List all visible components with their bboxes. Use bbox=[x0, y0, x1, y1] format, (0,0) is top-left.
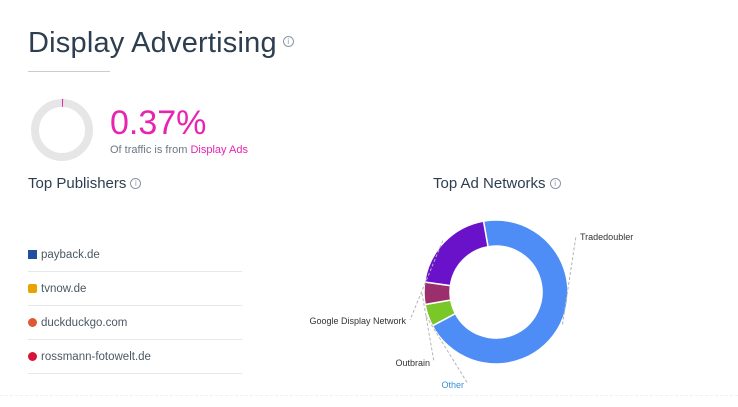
rossmann-favicon bbox=[28, 352, 37, 361]
display-ads-link[interactable]: Display Ads bbox=[190, 144, 248, 156]
payback-favicon bbox=[28, 250, 37, 259]
list-item[interactable]: payback.de bbox=[28, 238, 242, 272]
list-item[interactable]: rossmann-fotowelt.de bbox=[28, 340, 242, 374]
traffic-share-donut bbox=[31, 99, 93, 161]
traffic-percent-caption: Of traffic is from Display Ads bbox=[110, 144, 248, 156]
ad-networks-donut: Tradedoubler Other Outbrain Google Display … bbox=[309, 219, 633, 390]
donut-track bbox=[31, 99, 93, 161]
traffic-percent: 0.37% bbox=[110, 104, 207, 142]
caption-prefix: Of traffic is from bbox=[110, 144, 188, 156]
publishers-list: payback.de tvnow.de duckduckgo.com rossm… bbox=[28, 238, 242, 374]
slice-tradedoubler[interactable] bbox=[431, 219, 569, 365]
top-publishers-title-text: Top Publishers bbox=[28, 175, 127, 192]
top-ad-networks-title: Top Ad Networks i bbox=[433, 175, 561, 192]
slice-label: Tradedoubler bbox=[580, 232, 633, 242]
slice-label: Other bbox=[441, 380, 464, 390]
top-publishers-title: Top Publishers i bbox=[28, 175, 142, 192]
title-underline bbox=[28, 71, 110, 72]
divider bbox=[0, 395, 738, 396]
publisher-name[interactable]: payback.de bbox=[41, 248, 100, 261]
list-item[interactable]: duckduckgo.com bbox=[28, 306, 242, 340]
tvnow-favicon bbox=[28, 284, 37, 293]
slice-label: Outbrain bbox=[395, 358, 430, 368]
duckduckgo-favicon bbox=[28, 318, 37, 327]
leader-line bbox=[409, 240, 444, 321]
top-ad-networks-title-text: Top Ad Networks bbox=[433, 175, 546, 192]
leader-line bbox=[425, 315, 469, 385]
info-icon[interactable]: i bbox=[282, 35, 294, 47]
publisher-name[interactable]: rossmann-fotowelt.de bbox=[41, 350, 151, 363]
page-title-text: Display Advertising bbox=[28, 27, 277, 59]
publisher-name[interactable]: tvnow.de bbox=[41, 282, 87, 295]
donut-share-arc bbox=[31, 99, 93, 161]
ad-networks-chart: Tradedoubler Other Outbrain Google Display … bbox=[300, 210, 660, 400]
slice-google-display-network[interactable] bbox=[423, 220, 489, 287]
slice-label: Google Display Network bbox=[309, 316, 406, 326]
list-item[interactable]: tvnow.de bbox=[28, 272, 242, 306]
page-title: Display Advertising i bbox=[28, 27, 294, 60]
info-icon[interactable]: i bbox=[549, 177, 561, 189]
publisher-name[interactable]: duckduckgo.com bbox=[41, 316, 128, 329]
info-icon[interactable]: i bbox=[130, 177, 142, 189]
leader-line bbox=[421, 293, 435, 363]
